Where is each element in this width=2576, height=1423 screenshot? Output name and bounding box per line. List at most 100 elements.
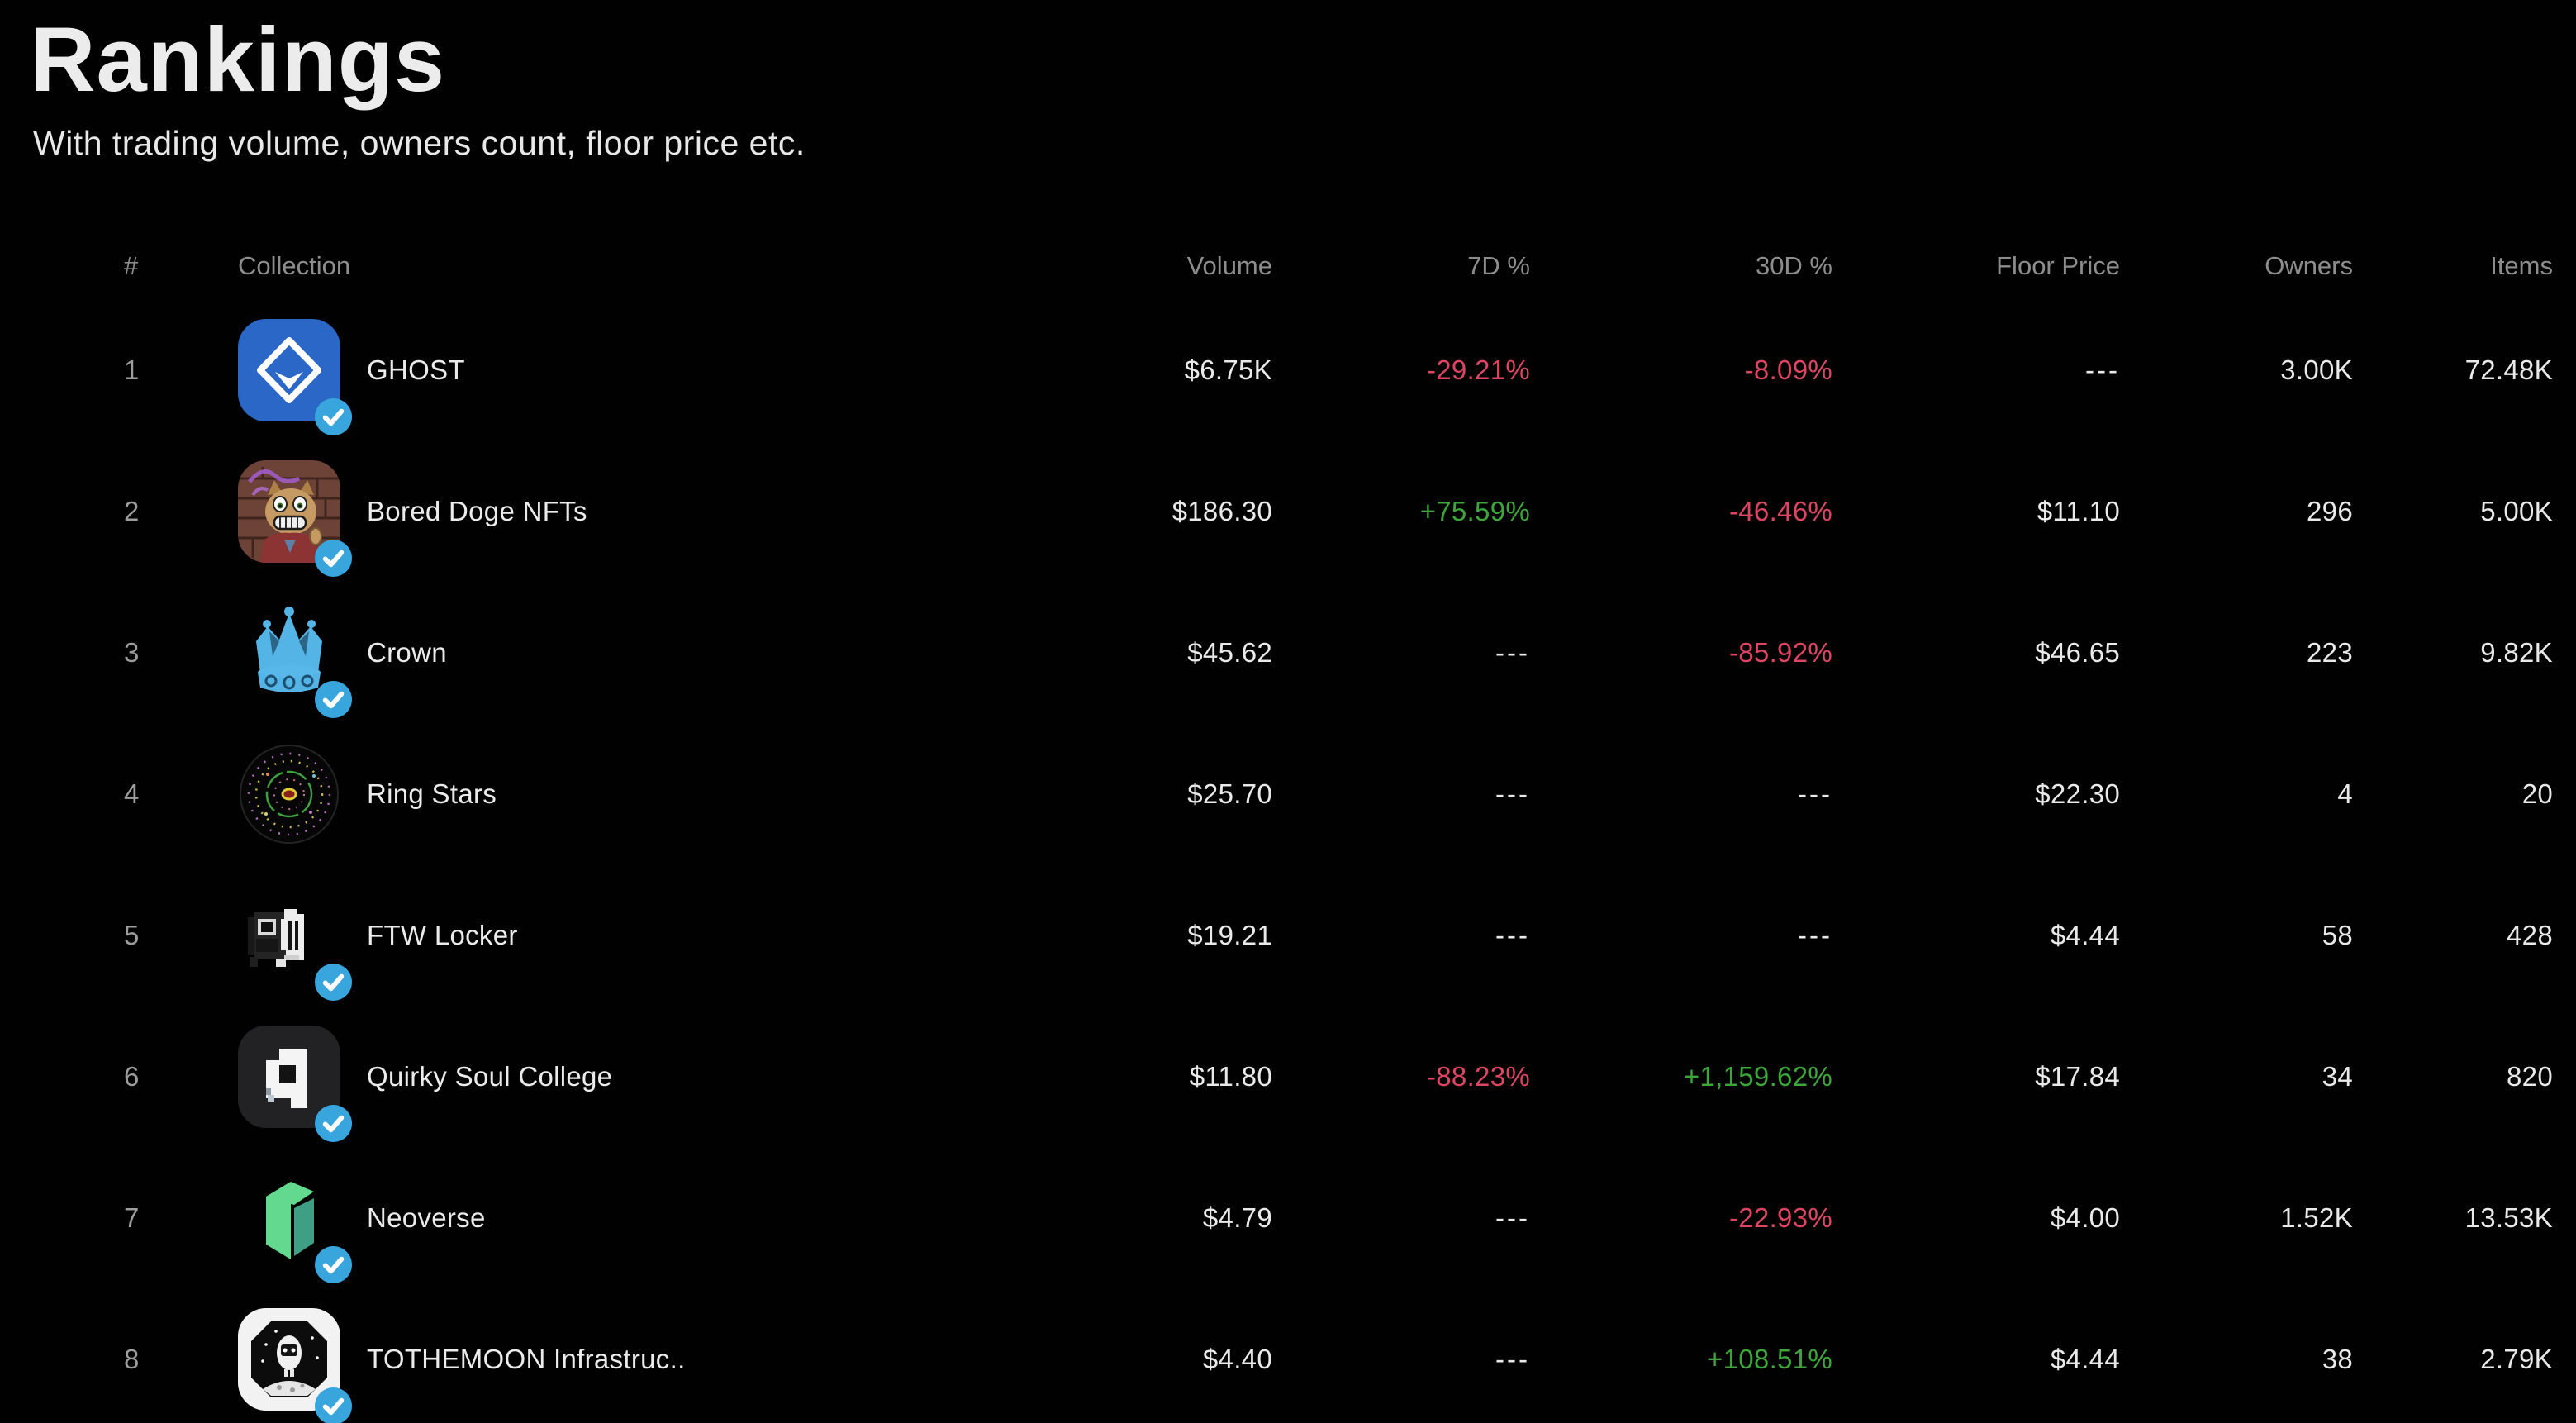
owners-cell: 296 xyxy=(2307,495,2353,526)
table-row[interactable]: 7 Neoverse $4.79 --- -22.93% $4.00 xyxy=(124,1147,2553,1288)
collection-avatar xyxy=(238,602,352,718)
header-30d[interactable]: 30D % xyxy=(1755,251,1832,280)
items-cell: 820 xyxy=(2507,1060,2553,1092)
volume-cell: $6.75K xyxy=(1184,354,1272,385)
blue-crown-logo-icon xyxy=(256,606,322,692)
change-30d-cell: -8.09% xyxy=(1744,354,1832,385)
header-owners[interactable]: Owners xyxy=(2265,251,2353,280)
collection-name[interactable]: GHOST xyxy=(367,354,465,385)
change-30d-cell: --- xyxy=(1798,919,1832,950)
rank-cell: 3 xyxy=(124,636,140,668)
floor-price-cell: $11.10 xyxy=(2037,495,2120,526)
neo-green-logo-icon xyxy=(266,1181,314,1259)
collection-avatar xyxy=(238,1025,352,1142)
rank-cell: 8 xyxy=(124,1343,140,1374)
table-row[interactable]: 1 GHOST $6.75K -29.21% -8.09% --- xyxy=(124,299,2553,440)
items-cell: 72.48K xyxy=(2464,354,2553,385)
volume-cell: $19.21 xyxy=(1187,919,1272,950)
owners-cell: 38 xyxy=(2322,1343,2353,1374)
verified-badge-icon xyxy=(315,680,352,718)
owners-cell: 58 xyxy=(2322,919,2353,950)
header-volume[interactable]: Volume xyxy=(1186,251,1272,280)
verified-badge-icon xyxy=(315,397,352,435)
verified-badge-icon xyxy=(315,539,352,577)
rank-cell: 6 xyxy=(124,1060,140,1092)
collection-cell: GHOST xyxy=(238,318,981,435)
page-title: Rankings xyxy=(30,9,446,111)
collection-name[interactable]: Bored Doge NFTs xyxy=(367,495,587,526)
ghost-diamond-logo-icon xyxy=(238,318,340,421)
change-7d-cell: --- xyxy=(1495,1202,1530,1233)
floor-price-cell: $4.44 xyxy=(2050,1343,2120,1374)
collection-name[interactable]: Neoverse xyxy=(367,1202,486,1233)
table-row[interactable]: 6 Quir xyxy=(124,1006,2553,1147)
collection-cell: Neoverse xyxy=(238,1167,981,1283)
collection-cell: TOTHEMOON Infrastruc.. xyxy=(238,1307,981,1423)
items-cell: 428 xyxy=(2507,919,2553,950)
items-cell: 13.53K xyxy=(2464,1202,2553,1233)
collection-avatar xyxy=(238,884,352,1001)
items-cell: 20 xyxy=(2521,778,2553,809)
collection-avatar xyxy=(238,743,340,845)
collection-cell: Ring Stars xyxy=(238,743,981,845)
verified-badge-icon xyxy=(315,963,352,1001)
bored-doge-art-icon xyxy=(238,459,340,563)
table-row[interactable]: 2 xyxy=(124,440,2553,582)
collection-name[interactable]: Crown xyxy=(367,636,447,668)
table-row[interactable]: 8 xyxy=(124,1288,2553,1423)
rankings-table: # Collection Volume 7D % 30D % Floor Pri… xyxy=(124,233,2553,1423)
rank-cell: 7 xyxy=(124,1202,140,1233)
items-cell: 2.79K xyxy=(2480,1343,2553,1374)
collection-name[interactable]: FTW Locker xyxy=(367,919,518,950)
rank-cell: 4 xyxy=(124,778,140,809)
table-row[interactable]: 3 xyxy=(124,582,2553,723)
change-30d-cell: -85.92% xyxy=(1728,636,1832,668)
verified-badge-icon xyxy=(315,1387,352,1423)
header-items[interactable]: Items xyxy=(2490,251,2553,280)
floor-price-cell: $22.30 xyxy=(2035,778,2120,809)
owners-cell: 223 xyxy=(2307,636,2353,668)
items-cell: 9.82K xyxy=(2480,636,2553,668)
volume-cell: $186.30 xyxy=(1172,495,1272,526)
collection-name[interactable]: TOTHEMOON Infrastruc.. xyxy=(367,1343,686,1374)
floor-price-cell: $17.84 xyxy=(2035,1060,2120,1092)
volume-cell: $25.70 xyxy=(1187,778,1272,809)
collection-cell: Quirky Soul College xyxy=(238,1025,981,1142)
change-7d-cell: -88.23% xyxy=(1426,1060,1530,1092)
rank-cell: 5 xyxy=(124,919,140,950)
volume-cell: $11.80 xyxy=(1189,1060,1272,1092)
change-7d-cell: +75.59% xyxy=(1419,495,1530,526)
header-floor-price[interactable]: Floor Price xyxy=(1996,251,2120,280)
change-7d-cell: --- xyxy=(1495,636,1530,668)
header-collection[interactable]: Collection xyxy=(238,251,351,280)
volume-cell: $45.62 xyxy=(1187,636,1272,668)
pixel-q-logo-icon xyxy=(238,1025,340,1128)
header-rank[interactable]: # xyxy=(124,251,139,280)
change-7d-cell: -29.21% xyxy=(1426,354,1530,385)
change-30d-cell: -22.93% xyxy=(1728,1202,1832,1233)
items-cell: 5.00K xyxy=(2480,495,2553,526)
page-subtitle: With trading volume, owners count, floor… xyxy=(33,124,806,162)
rank-cell: 2 xyxy=(124,495,140,526)
collection-cell: Bored Doge NFTs xyxy=(238,459,981,577)
collection-name[interactable]: Ring Stars xyxy=(367,778,497,809)
collection-avatar xyxy=(238,1167,352,1283)
table-row[interactable]: 5 xyxy=(124,864,2553,1006)
floor-price-cell: $4.00 xyxy=(2050,1202,2120,1233)
verified-badge-icon xyxy=(315,1104,352,1142)
owners-cell: 1.52K xyxy=(2280,1202,2353,1233)
floor-price-cell: $4.44 xyxy=(2050,919,2120,950)
rank-cell: 1 xyxy=(124,354,140,385)
owners-cell: 3.00K xyxy=(2280,354,2353,385)
change-7d-cell: --- xyxy=(1495,919,1530,950)
table-row[interactable]: 4 Ring Stars $25.70 -- xyxy=(124,723,2553,864)
owners-cell: 4 xyxy=(2337,778,2353,809)
header-7d[interactable]: 7D % xyxy=(1467,251,1530,280)
collection-name[interactable]: Quirky Soul College xyxy=(367,1060,613,1092)
change-30d-cell: -46.46% xyxy=(1728,495,1832,526)
collection-cell: FTW Locker xyxy=(238,884,981,1001)
collection-avatar xyxy=(238,1307,352,1423)
change-7d-cell: --- xyxy=(1495,778,1530,809)
floor-price-cell: --- xyxy=(2085,354,2120,385)
pixel-locker-art-icon xyxy=(248,908,304,967)
